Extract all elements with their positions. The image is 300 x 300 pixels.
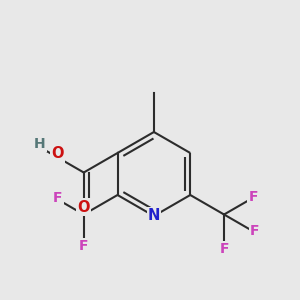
- Text: F: F: [219, 242, 229, 256]
- Text: O: O: [77, 200, 90, 214]
- Text: F: F: [248, 190, 258, 203]
- Text: F: F: [53, 191, 62, 205]
- Text: O: O: [52, 146, 64, 161]
- Text: F: F: [250, 224, 259, 238]
- Text: N: N: [148, 208, 160, 224]
- Text: H: H: [34, 137, 45, 151]
- Text: F: F: [79, 239, 88, 253]
